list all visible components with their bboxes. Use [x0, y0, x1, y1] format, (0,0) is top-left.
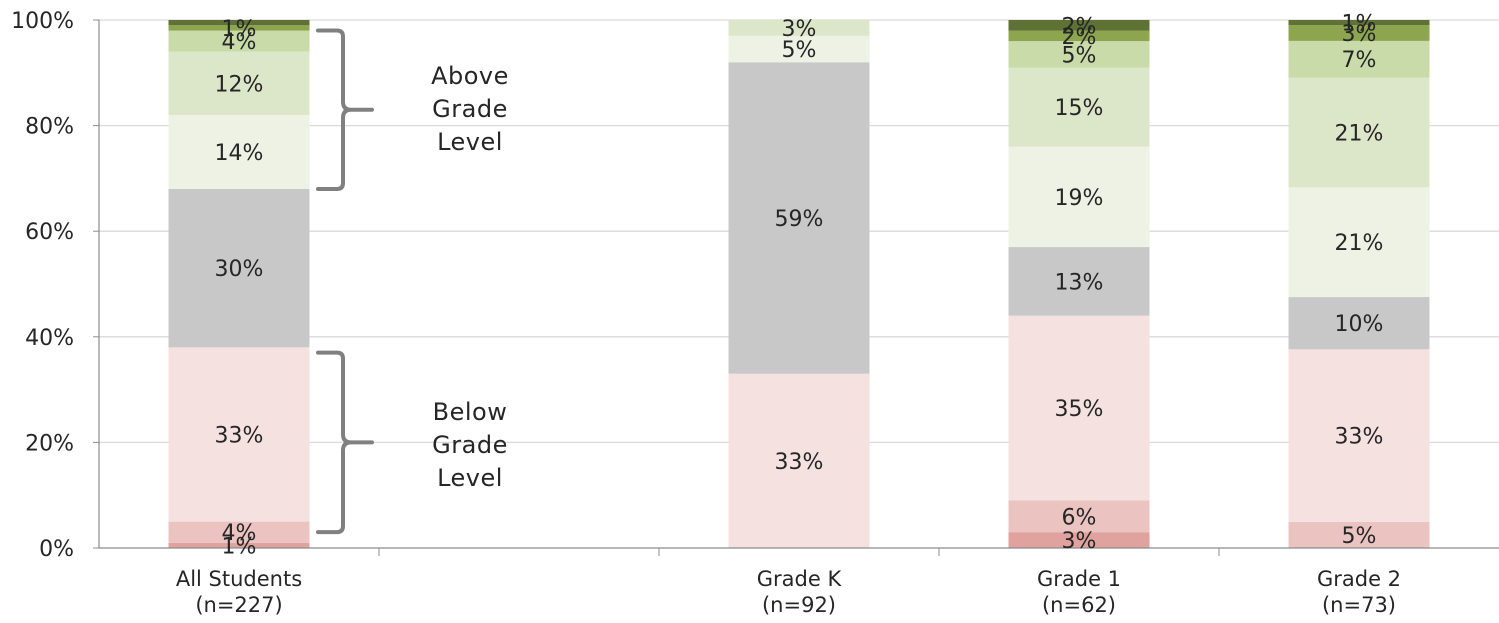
bar-segment — [168, 51, 310, 116]
data-label: 10% — [1335, 312, 1384, 337]
y-tick-label: 100% — [11, 9, 74, 34]
bar-segment — [168, 115, 310, 189]
bar-segment — [1008, 315, 1150, 501]
bar-segment — [1288, 40, 1430, 78]
annotation-below-line-1: Below — [432, 398, 508, 426]
data-label: 2% — [1062, 25, 1097, 50]
data-label: 30% — [215, 257, 264, 282]
bar-segment — [1288, 25, 1430, 41]
data-label: 35% — [1055, 397, 1104, 422]
bar-segment — [728, 35, 870, 63]
data-label: 33% — [1335, 425, 1384, 450]
data-label: 12% — [215, 72, 264, 97]
data-label: 5% — [782, 38, 817, 63]
bar-segment — [1008, 30, 1150, 42]
bar-segment — [168, 25, 310, 31]
y-tick-label: 40% — [25, 326, 74, 351]
data-label: 7% — [1342, 48, 1377, 73]
bar-segment — [1008, 146, 1150, 248]
bar-segment — [1008, 500, 1150, 533]
data-label: 1% — [1342, 12, 1377, 37]
bar-segment — [1288, 20, 1430, 26]
bar-segment — [1288, 349, 1430, 522]
bar-segment — [1288, 77, 1430, 188]
bar-segment — [168, 20, 310, 26]
data-label: 3% — [1062, 529, 1097, 554]
data-label: 5% — [1342, 524, 1377, 549]
bar-segment — [168, 521, 310, 543]
bar-segment — [168, 347, 310, 522]
bar-segment — [1008, 41, 1150, 68]
bar-segment — [1008, 20, 1150, 31]
x-category-sublabel: (n=92) — [762, 593, 836, 617]
y-tick-label: 80% — [25, 115, 74, 140]
bar-segment — [168, 542, 310, 548]
bar-segment — [1288, 297, 1430, 350]
curly-bracket — [316, 350, 374, 535]
annotation-above-line-2: Grade — [432, 95, 508, 123]
x-category-label: Grade 1 — [1037, 567, 1121, 591]
data-label: 4% — [222, 30, 257, 55]
x-category-label: All Students — [176, 567, 302, 591]
bar-segment — [728, 373, 870, 548]
y-tick-label: 60% — [25, 220, 74, 245]
bar-segment — [168, 30, 310, 52]
data-label: 3% — [1342, 22, 1377, 47]
annotation-below-line-2: Grade — [432, 431, 508, 459]
data-label: 1% — [222, 534, 257, 559]
annotation-above-grade-level: Above Grade Level — [395, 60, 545, 159]
data-label: 13% — [1055, 270, 1104, 295]
data-label: 21% — [1335, 121, 1384, 146]
bar-segment — [1008, 532, 1150, 548]
y-tick-label: 0% — [39, 537, 74, 562]
x-category-sublabel: (n=62) — [1042, 593, 1116, 617]
data-label: 4% — [222, 521, 257, 546]
data-label: 14% — [215, 141, 264, 166]
data-label: 6% — [1062, 505, 1097, 530]
x-category-sublabel: (n=73) — [1322, 593, 1396, 617]
data-labels: 1%4%33%30%14%12%4%1%33%59%5%3%3%6%35%13%… — [215, 12, 1384, 560]
bar-segment — [168, 188, 310, 348]
bar-segment — [1288, 521, 1430, 548]
data-label: 19% — [1055, 186, 1104, 211]
data-label: 59% — [775, 207, 824, 232]
bar-segment — [1288, 187, 1430, 298]
x-category-sublabel: (n=227) — [195, 593, 282, 617]
annotation-above-line-1: Above — [431, 62, 509, 90]
y-tick-label: 20% — [25, 431, 74, 456]
axes: 0% 20% 40% 60% 80% 100% All Students(n=227) Gra… — [11, 9, 1499, 617]
bar-segment — [1008, 247, 1150, 316]
data-label: 15% — [1055, 96, 1104, 121]
data-label: 2% — [1062, 14, 1097, 39]
bar-segments — [168, 20, 1430, 548]
bar-segment — [1008, 67, 1150, 147]
data-label: 1% — [222, 17, 257, 42]
x-category-label: Grade K — [757, 567, 843, 591]
data-label: 5% — [1062, 43, 1097, 68]
x-category-label: Grade 2 — [1317, 567, 1401, 591]
annotation-below-line-3: Level — [437, 464, 503, 492]
curly-bracket — [316, 28, 374, 191]
data-label: 21% — [1335, 231, 1384, 256]
data-label: 3% — [782, 17, 817, 42]
annotation-below-grade-level: Below Grade Level — [395, 396, 545, 495]
bar-segment — [728, 20, 870, 36]
annotation-brackets — [316, 28, 374, 535]
bar-segment — [728, 62, 870, 374]
annotation-above-line-3: Level — [437, 128, 503, 156]
data-label: 33% — [775, 450, 824, 475]
data-label: 33% — [215, 423, 264, 448]
